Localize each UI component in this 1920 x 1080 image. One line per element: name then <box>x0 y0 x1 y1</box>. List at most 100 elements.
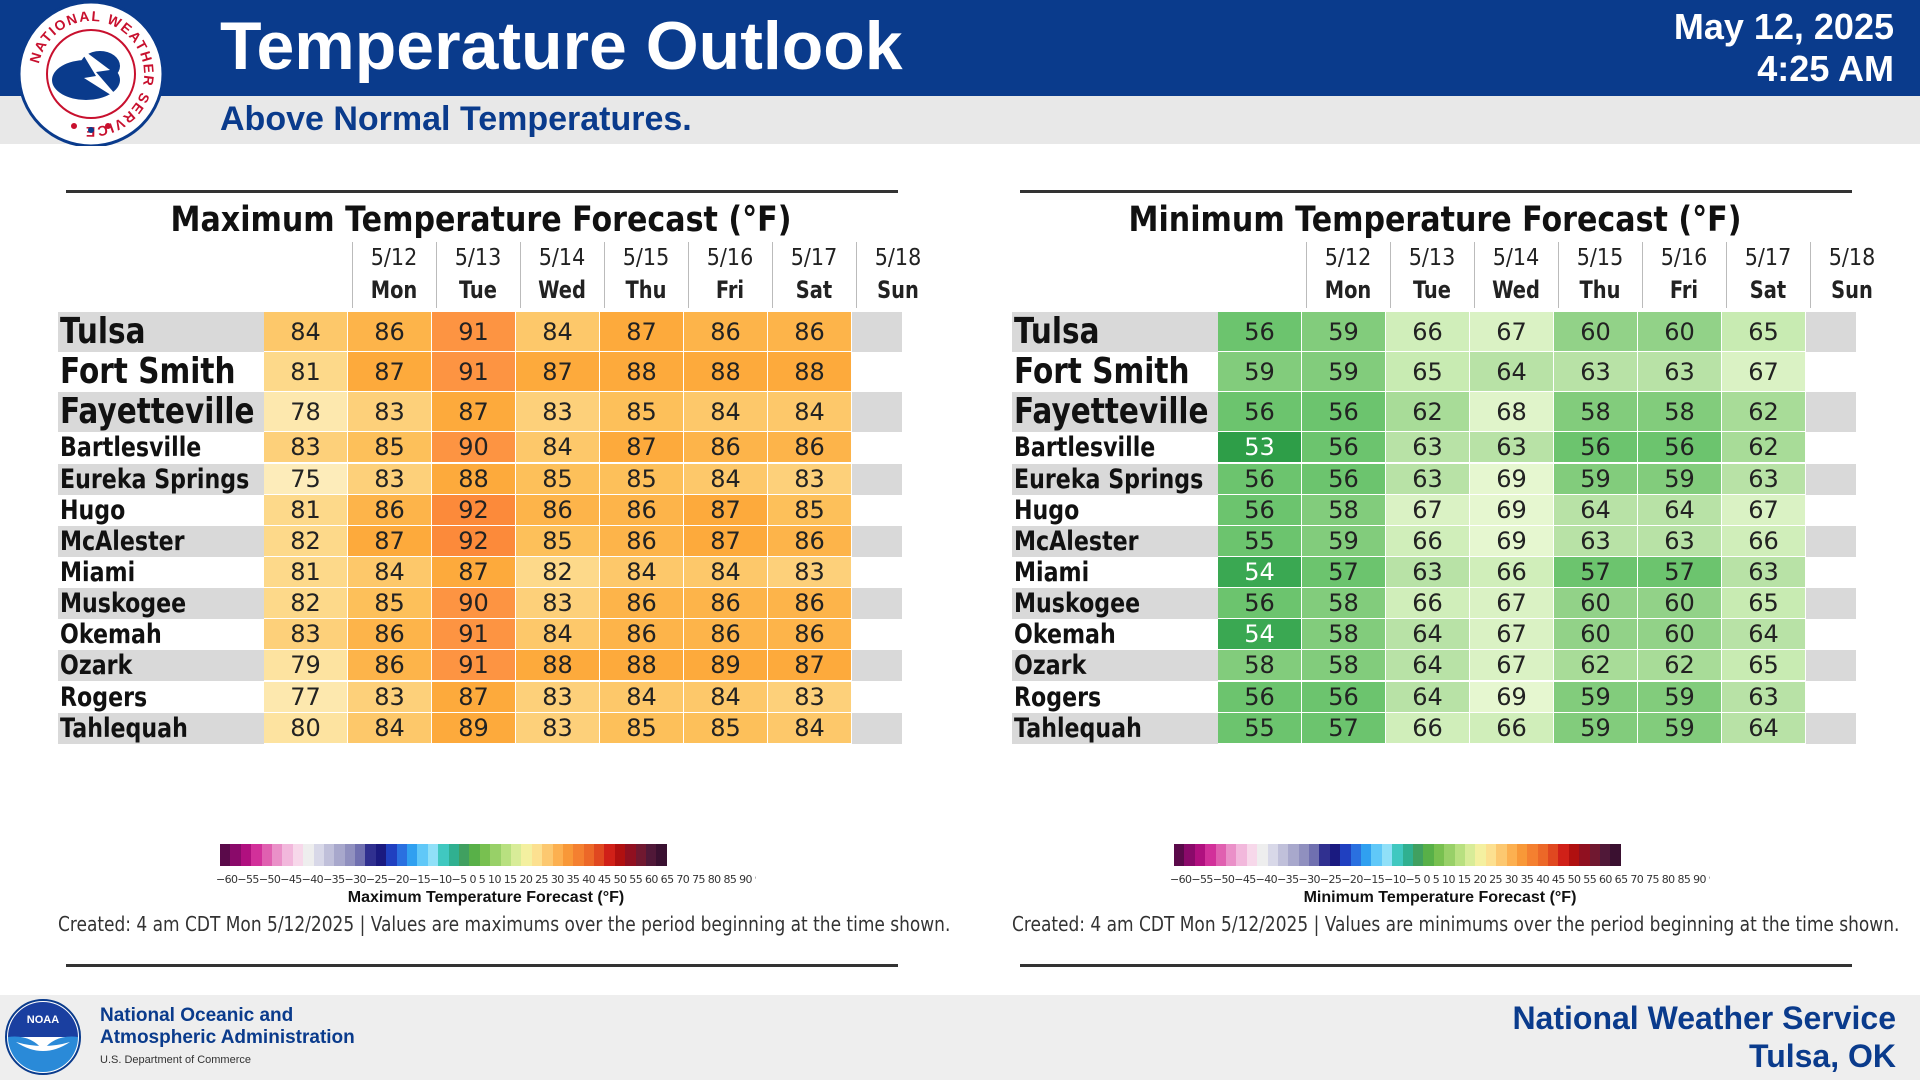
subheader-bar <box>0 96 1920 144</box>
day-of-week: Fri <box>715 276 745 304</box>
max-temp-cell: 85 <box>516 464 600 495</box>
colorbar-swatch <box>365 844 376 866</box>
min-temp-cell: 56 <box>1638 432 1722 463</box>
day-date: 5/15 <box>1576 245 1624 271</box>
min-city-name: Okemah <box>1014 619 1116 650</box>
colorbar-swatch <box>1381 844 1393 866</box>
max-temp-cell: 79 <box>264 650 348 681</box>
min-temp-cell: 59 <box>1554 682 1638 713</box>
max-temp-cell: 86 <box>348 619 432 650</box>
max-city-name: Hugo <box>60 495 126 526</box>
min-temp-cell: 63 <box>1554 352 1638 392</box>
noaa-name-line2: Atmospheric Administration <box>100 1027 355 1048</box>
max-temp-cell: 92 <box>432 526 516 557</box>
colorbar-swatch <box>407 844 418 866</box>
max-temp-cell: 85 <box>348 588 432 619</box>
day-date: 5/18 <box>1828 245 1876 271</box>
colorbar-swatch <box>1194 844 1206 866</box>
min-city-name: Bartlesville <box>1014 432 1156 463</box>
max-temp-cell: 84 <box>684 392 768 432</box>
max-city-name: Muskogee <box>60 588 187 619</box>
colorbar-swatch <box>656 844 667 866</box>
day-of-week: Thu <box>625 276 667 304</box>
colorbar-swatch <box>323 844 335 866</box>
min-temp-cell: 54 <box>1218 557 1302 588</box>
max-temp-cell: 81 <box>264 557 348 588</box>
max-temp-cell: 87 <box>684 526 768 557</box>
max-day-separator <box>436 242 437 308</box>
colorbar-swatch <box>344 844 356 866</box>
min-temp-cell: 56 <box>1218 495 1302 526</box>
min-created-note: Created: 4 am CDT Mon 5/12/2025 | Values… <box>1012 912 1900 936</box>
colorbar-swatch <box>552 844 563 866</box>
max-temp-cell: 84 <box>600 557 684 588</box>
max-temp-cell: 85 <box>600 392 684 432</box>
max-city-name: McAlester <box>60 526 185 557</box>
max-city-name: Miami <box>60 557 136 588</box>
colorbar-swatch <box>1329 844 1341 866</box>
colorbar-swatch <box>1174 844 1185 866</box>
colorbar-swatch <box>490 844 501 866</box>
min-temp-cell: 69 <box>1470 682 1554 713</box>
colorbar-swatch <box>1579 844 1590 866</box>
colorbar-swatch <box>635 844 647 866</box>
max-temp-cell: 91 <box>432 312 516 352</box>
header-bar <box>0 0 1920 96</box>
max-temp-cell: 84 <box>264 312 348 352</box>
min-temp-cell: 55 <box>1218 526 1302 557</box>
min-temp-cell: 66 <box>1386 526 1470 557</box>
min-temp-cell: 66 <box>1386 588 1470 619</box>
colorbar-swatch <box>1558 844 1569 866</box>
min-colorbar-ticks: −60−55−50−45−40−35−30−25−20−15−10−5 0 5 … <box>1170 873 1710 886</box>
day-of-week: Sat <box>1749 276 1787 304</box>
max-day-separator <box>604 242 605 308</box>
colorbar-swatch <box>448 844 459 866</box>
colorbar-swatch <box>479 844 491 866</box>
max-temp-cell: 88 <box>432 464 516 495</box>
min-temp-cell: 67 <box>1470 312 1554 352</box>
colorbar-swatch <box>614 844 626 866</box>
max-temp-cell: 83 <box>516 713 600 744</box>
min-city-name: Miami <box>1014 557 1090 588</box>
max-temp-cell: 83 <box>516 588 600 619</box>
min-day-header: 5/14 Wed <box>1474 242 1558 308</box>
max-temp-cell: 85 <box>600 713 684 744</box>
min-day-header: 5/15 Thu <box>1558 242 1642 308</box>
min-temp-cell: 65 <box>1722 650 1806 681</box>
min-temp-cell: 58 <box>1302 650 1386 681</box>
colorbar-swatch <box>303 844 314 866</box>
max-temp-cell: 87 <box>768 650 852 681</box>
min-temp-cell: 60 <box>1554 619 1638 650</box>
noaa-logo: NOAA <box>5 999 81 1075</box>
min-temp-cell: 55 <box>1218 713 1302 744</box>
min-rule-top <box>1020 190 1852 193</box>
max-temp-cell: 86 <box>516 495 600 526</box>
max-temp-cell: 88 <box>600 650 684 681</box>
max-temp-cell: 81 <box>264 352 348 392</box>
max-temp-cell: 84 <box>684 557 768 588</box>
max-day-header: 5/18 Sun <box>856 242 940 308</box>
colorbar-swatch <box>646 844 657 866</box>
max-temp-cell: 85 <box>684 713 768 744</box>
max-day-separator <box>352 242 353 308</box>
colorbar-swatch <box>583 844 595 866</box>
colorbar-swatch <box>1537 844 1549 866</box>
max-temp-cell: 85 <box>600 464 684 495</box>
max-temp-cell: 75 <box>264 464 348 495</box>
colorbar-swatch <box>438 844 449 866</box>
day-of-week: Fri <box>1669 276 1699 304</box>
max-temp-cell: 84 <box>348 713 432 744</box>
max-colorbar <box>220 844 667 866</box>
min-city-name: Tahlequah <box>1014 713 1142 744</box>
colorbar-swatch <box>1205 844 1216 866</box>
max-day-header: 5/15 Thu <box>604 242 688 308</box>
min-temp-cell: 57 <box>1638 557 1722 588</box>
min-day-header: 5/12 Mon <box>1306 242 1390 308</box>
colorbar-swatch <box>1392 844 1403 866</box>
min-day-separator <box>1558 242 1559 308</box>
min-temp-cell: 59 <box>1218 352 1302 392</box>
min-temp-cell: 56 <box>1554 432 1638 463</box>
colorbar-swatch <box>573 844 584 866</box>
day-of-week: Sat <box>795 276 833 304</box>
min-temp-cell: 59 <box>1302 312 1386 352</box>
